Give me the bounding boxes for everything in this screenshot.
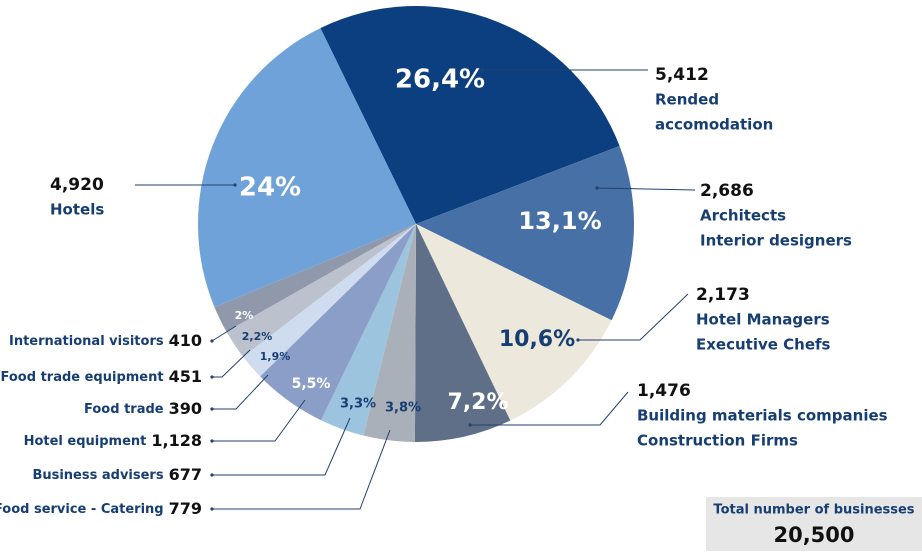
count-label: 5,412 bbox=[655, 65, 709, 85]
category-label: Hotels bbox=[50, 201, 104, 219]
category-label: Business advisers bbox=[32, 468, 163, 483]
category-label: Food trade bbox=[84, 402, 164, 417]
category-label: Building materials companies bbox=[637, 407, 888, 425]
percent-label: 5,5% bbox=[292, 376, 331, 392]
total-value: 20,500 bbox=[773, 523, 854, 547]
pie-slice bbox=[414, 224, 511, 443]
pie-slice bbox=[260, 224, 416, 421]
category-item: International visitors 410 bbox=[9, 331, 202, 350]
leader-line bbox=[212, 349, 251, 378]
count-label: 4,920 bbox=[50, 175, 104, 195]
pie-slice bbox=[198, 28, 416, 308]
category-label: Rended bbox=[655, 91, 719, 109]
percent-label: 10,6% bbox=[499, 327, 575, 352]
percent-label: 1,9% bbox=[260, 350, 291, 363]
leader-line bbox=[596, 187, 696, 191]
leader-dot bbox=[233, 183, 237, 187]
pie-slice bbox=[363, 224, 416, 442]
count-label: 410 bbox=[169, 331, 202, 350]
pie-slice bbox=[214, 224, 416, 332]
count-label: 677 bbox=[169, 465, 202, 484]
category-label: Construction Firms bbox=[637, 432, 798, 450]
count-label: 779 bbox=[169, 499, 202, 518]
leader-line bbox=[211, 325, 237, 342]
leader-dot bbox=[595, 186, 599, 190]
leader-line bbox=[212, 399, 306, 442]
count-label: 451 bbox=[169, 367, 202, 386]
count-label: 2,686 bbox=[700, 181, 754, 201]
leader-line bbox=[470, 391, 629, 426]
leader-dot bbox=[468, 423, 472, 427]
category-label: International visitors bbox=[9, 334, 164, 349]
pie-slice bbox=[320, 6, 620, 224]
percent-label: 2% bbox=[235, 309, 254, 322]
percent-label: 13,1% bbox=[518, 207, 601, 235]
percent-label: 26,4% bbox=[395, 65, 485, 95]
pie-slice bbox=[320, 224, 416, 436]
category-item: Food trade equipment 451 bbox=[1, 367, 202, 386]
category-item: Food service - Catering 779 bbox=[0, 499, 202, 518]
pie-slice bbox=[226, 224, 416, 357]
category-label: Hotel equipment bbox=[24, 434, 147, 449]
percent-label: 7,2% bbox=[447, 390, 508, 415]
total-box bbox=[706, 497, 922, 551]
category-label: Executive Chefs bbox=[696, 336, 831, 354]
category-item: Food trade 390 bbox=[84, 399, 202, 418]
category-label: Food trade equipment bbox=[1, 370, 164, 385]
percent-label: 24% bbox=[239, 173, 301, 203]
percent-label: 3,3% bbox=[340, 397, 376, 412]
category-label: accomodation bbox=[655, 116, 773, 134]
leader-line bbox=[212, 417, 351, 476]
pie-slice bbox=[416, 146, 634, 321]
leader-dot bbox=[576, 338, 580, 342]
pie-slice bbox=[416, 224, 612, 421]
percent-label: 3,8% bbox=[385, 401, 421, 416]
leader-dot bbox=[480, 68, 484, 72]
leader-dot bbox=[210, 407, 214, 411]
leader-dot bbox=[210, 375, 214, 379]
count-label: 1,128 bbox=[151, 431, 202, 450]
leader-line bbox=[578, 293, 689, 341]
percent-label: 2,2% bbox=[242, 330, 273, 343]
category-label: Architects bbox=[700, 207, 786, 225]
leader-dot bbox=[210, 473, 214, 477]
leader-dot bbox=[210, 339, 214, 343]
leader-line bbox=[212, 374, 269, 410]
count-label: 2,173 bbox=[696, 285, 750, 305]
category-item: Business advisers 677 bbox=[32, 465, 202, 484]
leader-dot bbox=[210, 507, 214, 511]
category-item: Hotel equipment 1,128 bbox=[24, 431, 202, 450]
total-title: Total number of businesses bbox=[713, 503, 914, 518]
category-label: Food service - Catering bbox=[0, 502, 164, 517]
leader-line bbox=[212, 429, 391, 510]
category-label: Interior designers bbox=[700, 232, 852, 250]
count-label: 390 bbox=[169, 399, 202, 418]
count-label: 1,476 bbox=[637, 381, 691, 401]
category-label: Hotel Managers bbox=[696, 311, 830, 329]
leader-dot bbox=[210, 439, 214, 443]
pie-slice bbox=[243, 224, 416, 377]
